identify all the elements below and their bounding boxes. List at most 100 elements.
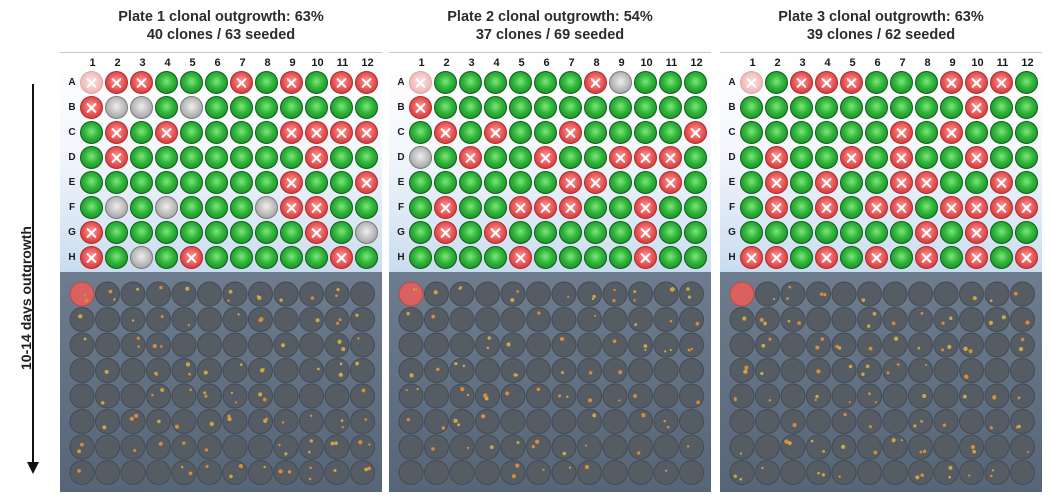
well-C6-colony[interactable] <box>865 121 888 144</box>
well-F5-colony[interactable] <box>840 196 863 219</box>
well-A6-colony[interactable] <box>865 71 888 94</box>
well-D4-colony[interactable] <box>484 146 507 169</box>
well-G12-colony[interactable] <box>684 221 707 244</box>
well-F10-no-outgrowth[interactable] <box>634 196 657 219</box>
well-D1-colony[interactable] <box>740 146 763 169</box>
well-F12-colony[interactable] <box>684 196 707 219</box>
well-H10-colony[interactable] <box>305 246 328 269</box>
well-A1-imaged[interactable] <box>80 71 103 94</box>
well-B3-colony[interactable] <box>459 96 482 119</box>
well-E7-no-outgrowth[interactable] <box>890 171 913 194</box>
well-F3-colony[interactable] <box>790 196 813 219</box>
well-F9-colony[interactable] <box>609 196 632 219</box>
well-B11-colony[interactable] <box>990 96 1013 119</box>
well-C4-no-outgrowth[interactable] <box>155 121 178 144</box>
well-G10-no-outgrowth[interactable] <box>634 221 657 244</box>
well-F3-colony[interactable] <box>459 196 482 219</box>
well-A6-colony[interactable] <box>205 71 228 94</box>
well-A5-no-outgrowth[interactable] <box>840 71 863 94</box>
well-H2-colony[interactable] <box>434 246 457 269</box>
well-E4-colony[interactable] <box>155 171 178 194</box>
well-E9-colony[interactable] <box>940 171 963 194</box>
well-B7-colony[interactable] <box>559 96 582 119</box>
well-E5-colony[interactable] <box>180 171 203 194</box>
well-G5-colony[interactable] <box>180 221 203 244</box>
well-B10-colony[interactable] <box>305 96 328 119</box>
well-D6-colony[interactable] <box>865 146 888 169</box>
well-G8-colony[interactable] <box>584 221 607 244</box>
well-F1-colony[interactable] <box>409 196 432 219</box>
well-E7-colony[interactable] <box>230 171 253 194</box>
well-E4-no-outgrowth[interactable] <box>815 171 838 194</box>
well-C4-colony[interactable] <box>815 121 838 144</box>
well-F1-colony[interactable] <box>740 196 763 219</box>
well-C10-colony[interactable] <box>965 121 988 144</box>
well-E3-colony[interactable] <box>790 171 813 194</box>
well-A3-no-outgrowth[interactable] <box>790 71 813 94</box>
well-G3-colony[interactable] <box>459 221 482 244</box>
well-F3-colony[interactable] <box>130 196 153 219</box>
well-A6-colony[interactable] <box>534 71 557 94</box>
well-B7-colony[interactable] <box>230 96 253 119</box>
well-D7-no-outgrowth[interactable] <box>890 146 913 169</box>
well-B3-excluded[interactable] <box>130 96 153 119</box>
well-H3-excluded[interactable] <box>130 246 153 269</box>
well-C3-colony[interactable] <box>130 121 153 144</box>
well-A12-no-outgrowth[interactable] <box>355 71 378 94</box>
well-H2-colony[interactable] <box>105 246 128 269</box>
well-F1-colony[interactable] <box>80 196 103 219</box>
well-C7-colony[interactable] <box>230 121 253 144</box>
well-C1-colony[interactable] <box>740 121 763 144</box>
well-H11-colony[interactable] <box>659 246 682 269</box>
well-G3-colony[interactable] <box>790 221 813 244</box>
well-A8-no-outgrowth[interactable] <box>584 71 607 94</box>
well-B5-colony[interactable] <box>509 96 532 119</box>
well-A11-no-outgrowth[interactable] <box>990 71 1013 94</box>
well-B9-colony[interactable] <box>940 96 963 119</box>
well-G6-colony[interactable] <box>205 221 228 244</box>
well-D8-colony[interactable] <box>255 146 278 169</box>
well-E12-colony[interactable] <box>1015 171 1038 194</box>
well-B10-no-outgrowth[interactable] <box>965 96 988 119</box>
well-F6-no-outgrowth[interactable] <box>865 196 888 219</box>
well-A8-colony[interactable] <box>915 71 938 94</box>
well-D3-colony[interactable] <box>790 146 813 169</box>
well-G4-colony[interactable] <box>815 221 838 244</box>
well-F7-no-outgrowth[interactable] <box>890 196 913 219</box>
well-H1-colony[interactable] <box>409 246 432 269</box>
well-A2-colony[interactable] <box>765 71 788 94</box>
well-E7-no-outgrowth[interactable] <box>559 171 582 194</box>
well-G11-colony[interactable] <box>659 221 682 244</box>
well-E2-colony[interactable] <box>434 171 457 194</box>
well-G3-colony[interactable] <box>130 221 153 244</box>
well-A3-colony[interactable] <box>459 71 482 94</box>
well-E1-colony[interactable] <box>409 171 432 194</box>
well-D10-no-outgrowth[interactable] <box>965 146 988 169</box>
well-H3-colony[interactable] <box>459 246 482 269</box>
well-A5-colony[interactable] <box>509 71 532 94</box>
well-F2-no-outgrowth[interactable] <box>434 196 457 219</box>
well-D11-no-outgrowth[interactable] <box>659 146 682 169</box>
well-C9-colony[interactable] <box>609 121 632 144</box>
well-D2-colony[interactable] <box>434 146 457 169</box>
well-C5-colony[interactable] <box>180 121 203 144</box>
well-F6-colony[interactable] <box>205 196 228 219</box>
well-E4-colony[interactable] <box>484 171 507 194</box>
well-H6-no-outgrowth[interactable] <box>865 246 888 269</box>
well-B6-colony[interactable] <box>205 96 228 119</box>
well-B5-colony[interactable] <box>840 96 863 119</box>
well-F5-colony[interactable] <box>180 196 203 219</box>
well-D8-colony[interactable] <box>584 146 607 169</box>
well-B12-colony[interactable] <box>1015 96 1038 119</box>
well-C8-colony[interactable] <box>915 121 938 144</box>
well-H7-colony[interactable] <box>890 246 913 269</box>
well-B2-colony[interactable] <box>434 96 457 119</box>
well-F9-no-outgrowth[interactable] <box>940 196 963 219</box>
well-F2-no-outgrowth[interactable] <box>765 196 788 219</box>
well-D7-colony[interactable] <box>559 146 582 169</box>
well-D12-colony[interactable] <box>684 146 707 169</box>
well-C6-colony[interactable] <box>205 121 228 144</box>
well-D11-colony[interactable] <box>990 146 1013 169</box>
well-H12-no-outgrowth[interactable] <box>1015 246 1038 269</box>
well-A1-imaged[interactable] <box>740 71 763 94</box>
